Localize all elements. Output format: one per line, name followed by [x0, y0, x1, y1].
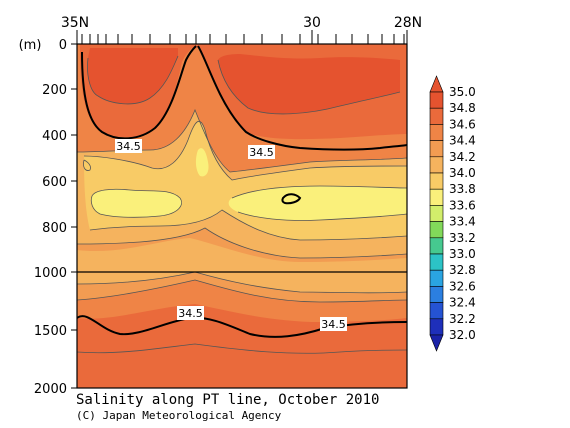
colorbar-level-label: 34.8 [449, 101, 476, 115]
colorbar-bottom-triangle [429, 334, 444, 352]
band-35-0-right [218, 54, 400, 114]
x-tick-28n: 28N [394, 15, 422, 31]
contour-34-0-ring [281, 193, 302, 205]
thin-contours [77, 55, 407, 354]
colorbar-swatch [429, 237, 444, 255]
y-tick-label: 1500 [34, 324, 67, 339]
svg-text:34.5: 34.5 [116, 140, 141, 153]
y-tick-label: 2000 [34, 382, 67, 397]
contour-label-1: 34.5 [115, 139, 142, 153]
svg-text:34.5: 34.5 [249, 146, 274, 159]
colorbar-swatch [429, 286, 444, 303]
band-33-8-col [195, 148, 209, 177]
colorbar-swatch [429, 318, 444, 336]
y-tick-label: 600 [42, 175, 67, 190]
x-tick-35n: 35N [61, 15, 89, 31]
colorbar-level-label: 32.6 [449, 279, 476, 293]
colorbar-level-label: 33.2 [449, 231, 476, 245]
y-tick-labels: 0 200 400 600 800 1000 1500 2000 [34, 38, 77, 397]
contour-label-3: 34.5 [177, 306, 204, 320]
band-34-2-deep [77, 238, 407, 293]
x-tick-30: 30 [303, 15, 321, 31]
colorbar-swatch [429, 253, 444, 271]
colorbar-level-label: 32.2 [449, 312, 476, 326]
colorbar-swatch [429, 221, 444, 239]
colorbar-top-triangle [429, 75, 444, 93]
colorbar-swatch [429, 156, 444, 174]
contour-34-5-upper-right [197, 45, 407, 151]
colorbar-swatch [429, 302, 444, 320]
y-tick-label: 400 [42, 129, 67, 144]
colorbar-level-label: 33.6 [449, 198, 476, 212]
colorbar: 35.0 34.8 34.6 34.4 34.2 34.0 33.8 33.6 33.4 33.2… [429, 75, 476, 352]
colorbar-level-label: 34.2 [449, 150, 476, 164]
credit-text: (C) Japan Meteorological Agency [76, 409, 282, 422]
chart-title: Salinity along PT line, October 2010 [76, 392, 379, 408]
contour-label-2: 34.5 [248, 145, 275, 159]
colorbar-level-label: 32.0 [449, 328, 476, 342]
colorbar-level-label: 32.4 [449, 296, 476, 310]
station-ticks [76, 30, 408, 44]
svg-text:34.5: 34.5 [321, 318, 346, 331]
plot-frame [76, 43, 408, 389]
plot-area [77, 44, 407, 388]
contour-label-4: 34.5 [320, 317, 347, 331]
band-33-8-right [228, 186, 407, 221]
colorbar-level-label: 34.0 [449, 166, 476, 180]
colorbar-swatch [429, 269, 444, 287]
band-35-0-left [87, 48, 178, 104]
y-axis-label: (m) [19, 38, 42, 53]
colorbar-level-label: 33.0 [449, 247, 476, 261]
colorbar-swatch [429, 124, 444, 141]
colorbar-level-label: 34.6 [449, 117, 476, 131]
svg-text:34.5: 34.5 [178, 307, 203, 320]
colorbar-level-label: 32.8 [449, 263, 476, 277]
colorbar-level-label: 34.4 [449, 134, 476, 148]
band-33-8-left [91, 189, 182, 218]
y-tick-label: 800 [42, 221, 67, 236]
colorbar-swatch [429, 107, 444, 125]
colorbar-level-label: 33.8 [449, 182, 476, 196]
y-tick-label: 0 [59, 38, 67, 53]
colorbar-swatch [429, 140, 444, 158]
colorbar-swatch [429, 205, 444, 222]
colorbar-level-label: 33.4 [449, 215, 476, 229]
contour-34-5-upper-left [81, 45, 197, 140]
y-tick-label: 1000 [34, 266, 67, 281]
colorbar-level-label: 35.0 [449, 85, 476, 99]
colorbar-swatch [429, 172, 444, 190]
colorbar-swatch [429, 188, 444, 206]
colorbar-swatch [429, 91, 444, 109]
y-tick-label: 200 [42, 83, 67, 98]
